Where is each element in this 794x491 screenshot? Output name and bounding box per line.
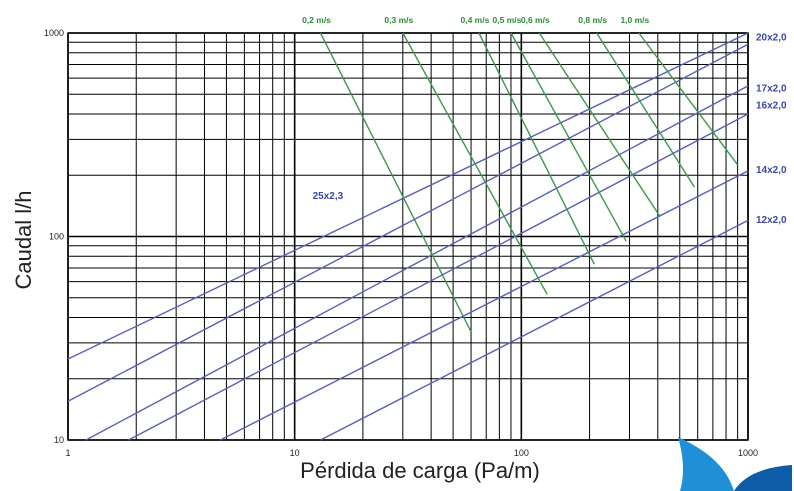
pipe-line — [67, 32, 749, 360]
pipe-label: 20x2,0 — [756, 33, 787, 44]
pipe-series-group — [67, 32, 749, 441]
pipe-label: 16x2,0 — [756, 101, 787, 112]
x-tick-label: 10 — [290, 448, 300, 458]
velocity-line — [538, 32, 661, 218]
velocity-label: 0,6 m/s — [521, 15, 550, 25]
velocity-line — [638, 32, 739, 166]
pipe-label: 14x2,0 — [756, 165, 787, 176]
velocity-label: 0,2 m/s — [302, 15, 331, 25]
x-tick-label: 1 — [65, 448, 70, 458]
velocity-line — [510, 32, 627, 242]
pipe-line — [320, 219, 749, 441]
velocity-label: 0,3 m/s — [384, 15, 413, 25]
brand-wave-logo — [678, 437, 792, 491]
velocity-label: 0,4 m/s — [461, 15, 490, 25]
x-tick-label: 100 — [514, 448, 529, 458]
velocity-label: 0,5 m/s — [493, 15, 522, 25]
x-tick-label: 1000 — [738, 448, 758, 458]
pipe-label: 12x2,0 — [756, 215, 787, 226]
pipe-line — [67, 43, 749, 402]
x-axis-label: Pérdida de carga (Pa/m) — [300, 458, 540, 483]
y-axis-label: Caudal l/h — [11, 190, 36, 290]
velocity-line — [402, 32, 548, 295]
y-axis-label-wrap: Caudal l/h — [4, 120, 44, 360]
label-group: 20x2,0 17x2,0 16x2,0 14x2,0 12x2,0 25x2,3 0,2 … — [302, 15, 787, 226]
pipe-label: 25x2,3 — [313, 191, 344, 202]
y-tick-label: 1000 — [44, 28, 64, 38]
y-tick-label: 100 — [49, 232, 64, 242]
velocity-line — [319, 32, 472, 333]
grid — [67, 32, 749, 441]
velocity-label: 0,8 m/s — [578, 15, 607, 25]
pipe-label: 17x2,0 — [756, 83, 787, 94]
velocity-label: 1,0 m/s — [620, 15, 649, 25]
velocity-series-group — [319, 32, 739, 333]
y-tick-label: 10 — [54, 435, 64, 445]
pipe-line — [85, 85, 749, 441]
velocity-line — [596, 32, 695, 188]
plot-frame — [67, 32, 749, 441]
pipe-line — [128, 113, 749, 441]
velocity-line — [478, 32, 595, 265]
